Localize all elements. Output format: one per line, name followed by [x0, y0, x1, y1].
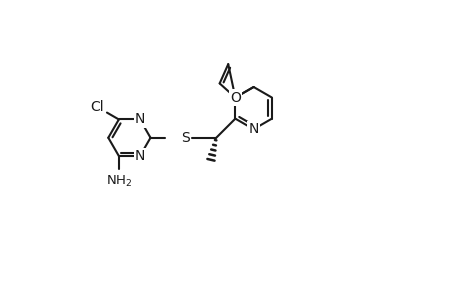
Text: Cl: Cl [90, 100, 103, 114]
Text: S: S [181, 131, 190, 145]
Text: NH$_2$: NH$_2$ [106, 174, 132, 189]
Text: N: N [248, 122, 258, 136]
Text: O: O [230, 91, 240, 104]
Text: N: N [134, 112, 145, 127]
Text: N: N [134, 149, 145, 163]
